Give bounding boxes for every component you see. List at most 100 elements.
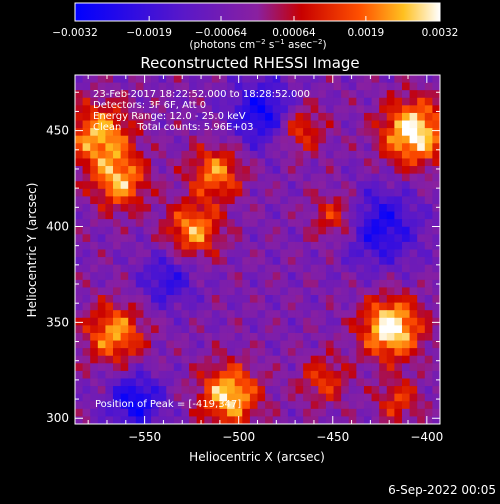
heatmap-cell [173, 226, 182, 235]
heatmap-cell [105, 332, 114, 341]
heatmap-cell [325, 75, 334, 83]
heatmap-cell [128, 393, 137, 402]
heatmap-cell [181, 264, 190, 273]
heatmap-cell [363, 310, 372, 319]
heatmap-cell [181, 166, 190, 175]
heatmap-cell [75, 219, 83, 228]
colorbar-unit: (photons cm−2 s−1 asec−2) [189, 38, 326, 51]
heatmap-cell [158, 401, 167, 410]
heatmap-cell [318, 408, 327, 417]
heatmap-cell [166, 112, 175, 121]
heatmap-cell [363, 287, 372, 296]
heatmap-cell [295, 226, 304, 235]
heatmap-cell [401, 386, 410, 395]
heatmap-cell [181, 143, 190, 152]
heatmap-cell [242, 249, 251, 258]
heatmap-cell [371, 370, 380, 379]
heatmap-cell [318, 363, 327, 372]
heatmap-cell [75, 97, 83, 106]
heatmap-cell [379, 226, 388, 235]
heatmap-cell [196, 135, 205, 144]
heatmap-cell [242, 135, 251, 144]
heatmap-cell [287, 393, 296, 402]
heatmap-cell [310, 340, 319, 349]
heatmap-cell [128, 219, 137, 228]
heatmap-cell [227, 158, 236, 167]
heatmap-cell [181, 272, 190, 281]
heatmap-cell [363, 219, 372, 228]
heatmap-cell [249, 416, 258, 425]
heatmap-cell [287, 211, 296, 220]
heatmap-cell [189, 393, 198, 402]
heatmap-cell [257, 234, 266, 243]
heatmap-cell [424, 355, 433, 364]
heatmap-cell [143, 158, 152, 167]
heatmap-cell [97, 166, 106, 175]
heatmap-cell [227, 105, 236, 114]
heatmap-cell [333, 416, 342, 425]
heatmap-cell [318, 158, 327, 167]
heatmap-cell [234, 241, 243, 250]
heatmap-cell [265, 317, 274, 326]
heatmap-cell [417, 241, 426, 250]
heatmap-cell [189, 378, 198, 387]
heatmap-cell [265, 211, 274, 220]
heatmap-cell [417, 408, 426, 417]
heatmap-cell [325, 188, 334, 197]
heatmap-cell [401, 317, 410, 326]
heatmap-cell [325, 310, 334, 319]
heatmap-cell [75, 401, 83, 410]
heatmap-cell [189, 332, 198, 341]
heatmap-cell [249, 219, 258, 228]
heatmap-cell [120, 128, 129, 137]
heatmap-cell [318, 332, 327, 341]
heatmap-cell [90, 219, 99, 228]
heatmap-cell [151, 128, 160, 137]
heatmap-cell [348, 82, 357, 91]
heatmap-cell [219, 105, 228, 114]
heatmap-cell [242, 264, 251, 273]
heatmap-cell [371, 310, 380, 319]
heatmap-cell [120, 348, 129, 357]
heatmap-cell [325, 295, 334, 304]
heatmap-cell [135, 264, 144, 273]
heatmap-cell [417, 181, 426, 190]
heatmap-cell [196, 348, 205, 357]
heatmap-cell [219, 128, 228, 137]
heatmap-cell [97, 97, 106, 106]
heatmap-cell [166, 90, 175, 99]
heatmap-cell [135, 196, 144, 205]
heatmap-cell [287, 279, 296, 288]
heatmap-cell [409, 272, 418, 281]
heatmap-cell [318, 82, 327, 91]
heatmap-cell [113, 257, 122, 266]
heatmap-cell [424, 150, 433, 159]
heatmap-cell [82, 226, 91, 235]
heatmap-cell [166, 249, 175, 258]
heatmap-cell [325, 257, 334, 266]
heatmap-cell [120, 257, 129, 266]
heatmap-cell [128, 128, 137, 137]
heatmap-cell [143, 97, 152, 106]
heatmap-cell [181, 317, 190, 326]
heatmap-cell [82, 272, 91, 281]
heatmap-cell [181, 363, 190, 372]
heatmap-cell [394, 317, 403, 326]
heatmap-cell [432, 310, 441, 319]
heatmap-cell [287, 249, 296, 258]
heatmap-cell [341, 272, 350, 281]
heatmap-cell [379, 386, 388, 395]
heatmap-cell [211, 310, 220, 319]
heatmap-cell [105, 135, 114, 144]
heatmap-cell [379, 82, 388, 91]
heatmap-cell [409, 112, 418, 121]
heatmap-cell [417, 264, 426, 273]
heatmap-cell [120, 264, 129, 273]
heatmap-cell [325, 135, 334, 144]
heatmap-cell [257, 340, 266, 349]
heatmap-cell [394, 393, 403, 402]
heatmap-cell [318, 128, 327, 137]
heatmap-cell [287, 310, 296, 319]
heatmap-cell [386, 150, 395, 159]
heatmap-cell [318, 272, 327, 281]
